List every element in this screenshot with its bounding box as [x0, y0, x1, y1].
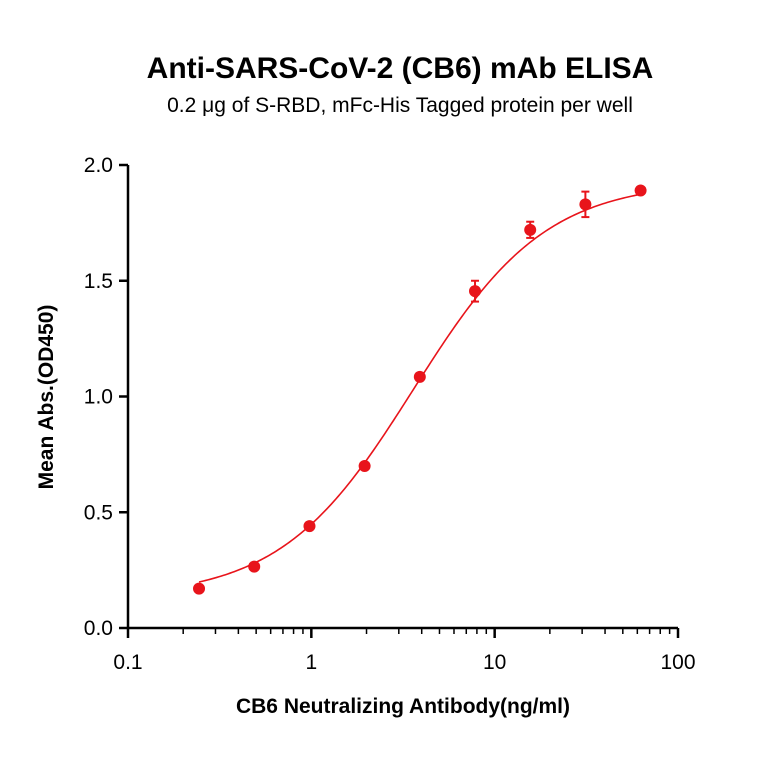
data-point [413, 370, 426, 383]
y-tick-label: 2.0 [84, 154, 113, 177]
data-point [579, 198, 592, 211]
x-tick-label: 1 [305, 651, 317, 674]
plot-area: 0.0 0.5 1.0 1.5 2.0 0.1 1 10 100 [84, 154, 696, 674]
y-tick-label: 1.5 [84, 270, 113, 293]
y-tick-label: 0.0 [84, 617, 113, 640]
data-point [193, 582, 206, 595]
chart-title: Anti-SARS-CoV-2 (CB6) mAb ELISA [147, 52, 654, 85]
data-point [524, 223, 537, 236]
data-point [469, 285, 482, 298]
y-tick-label: 1.0 [84, 386, 113, 409]
y-axis-label: Mean Abs.(OD450) [35, 305, 58, 490]
chart-subtitle: 0.2 μg of S-RBD, mFc-His Tagged protein … [167, 94, 633, 117]
x-axis-label: CB6 Neutralizing Antibody(ng/ml) [236, 695, 570, 718]
data-point [634, 184, 647, 197]
y-tick-label: 0.5 [84, 501, 113, 524]
data-point [248, 560, 261, 573]
data-point [358, 459, 371, 472]
x-tick-label: 0.1 [113, 651, 142, 674]
data-point [303, 520, 316, 533]
fit-curve [198, 193, 641, 583]
x-tick-label: 10 [483, 651, 506, 674]
x-tick-label: 100 [660, 651, 695, 674]
